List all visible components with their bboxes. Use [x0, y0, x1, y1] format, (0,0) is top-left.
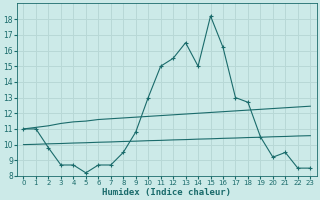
- X-axis label: Humidex (Indice chaleur): Humidex (Indice chaleur): [102, 188, 231, 197]
